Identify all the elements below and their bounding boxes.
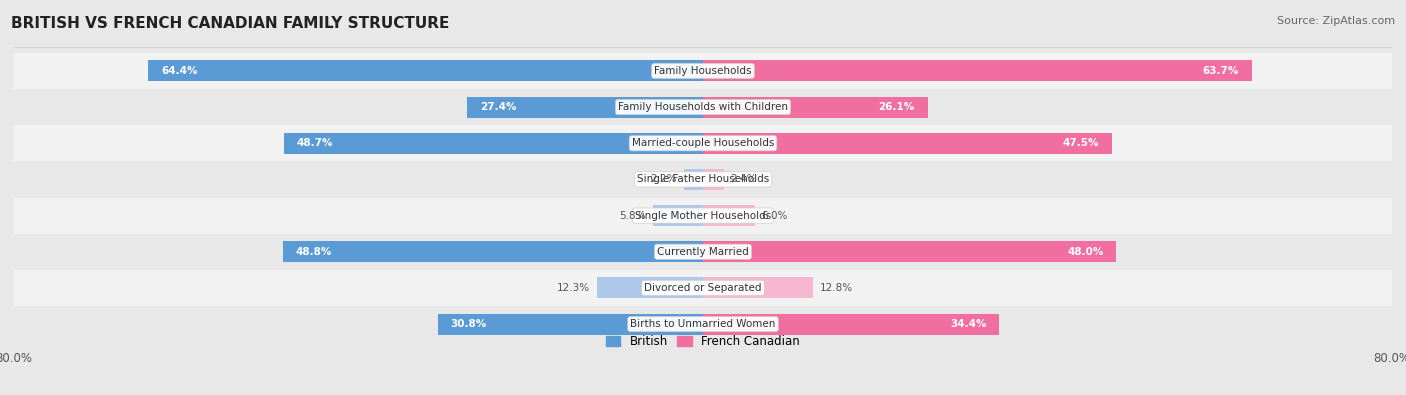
Text: Family Households with Children: Family Households with Children (619, 102, 787, 112)
Bar (14, 125, 1392, 161)
Bar (703, 133, 1112, 154)
Bar (598, 277, 703, 298)
Bar (284, 133, 703, 154)
Bar (14, 306, 1392, 342)
Text: 12.8%: 12.8% (820, 283, 853, 293)
Text: 30.8%: 30.8% (451, 319, 486, 329)
Bar (283, 241, 703, 262)
Bar (467, 97, 703, 118)
Bar (703, 314, 1000, 335)
Legend: British, French Canadian: British, French Canadian (606, 335, 800, 348)
Text: 48.0%: 48.0% (1067, 247, 1104, 257)
Text: 26.1%: 26.1% (879, 102, 915, 112)
Text: 5.8%: 5.8% (620, 211, 647, 220)
Bar (14, 270, 1392, 306)
Text: 6.0%: 6.0% (762, 211, 787, 220)
Bar (703, 277, 813, 298)
Text: 48.7%: 48.7% (297, 138, 333, 148)
Text: BRITISH VS FRENCH CANADIAN FAMILY STRUCTURE: BRITISH VS FRENCH CANADIAN FAMILY STRUCT… (11, 16, 450, 31)
Bar (14, 89, 1392, 125)
Bar (703, 97, 928, 118)
Text: Births to Unmarried Women: Births to Unmarried Women (630, 319, 776, 329)
Bar (14, 161, 1392, 198)
Bar (14, 198, 1392, 234)
Text: 48.8%: 48.8% (295, 247, 332, 257)
Text: 12.3%: 12.3% (557, 283, 591, 293)
Bar (703, 241, 1116, 262)
Text: Currently Married: Currently Married (657, 247, 749, 257)
Text: Divorced or Separated: Divorced or Separated (644, 283, 762, 293)
Bar (703, 169, 724, 190)
Bar (149, 60, 703, 81)
Bar (652, 205, 703, 226)
Bar (14, 234, 1392, 270)
Text: 2.2%: 2.2% (651, 175, 678, 184)
Text: 63.7%: 63.7% (1202, 66, 1239, 76)
Text: 47.5%: 47.5% (1063, 138, 1099, 148)
Text: Married-couple Households: Married-couple Households (631, 138, 775, 148)
Text: 27.4%: 27.4% (479, 102, 516, 112)
Text: 34.4%: 34.4% (950, 319, 987, 329)
Bar (685, 169, 703, 190)
Text: Source: ZipAtlas.com: Source: ZipAtlas.com (1277, 16, 1395, 26)
Bar (703, 205, 755, 226)
Text: Single Mother Households: Single Mother Households (636, 211, 770, 220)
Bar (703, 60, 1251, 81)
Bar (437, 314, 703, 335)
Bar (14, 53, 1392, 89)
Text: 2.4%: 2.4% (731, 175, 756, 184)
Text: Single Father Households: Single Father Households (637, 175, 769, 184)
Text: Family Households: Family Households (654, 66, 752, 76)
Text: 64.4%: 64.4% (162, 66, 198, 76)
